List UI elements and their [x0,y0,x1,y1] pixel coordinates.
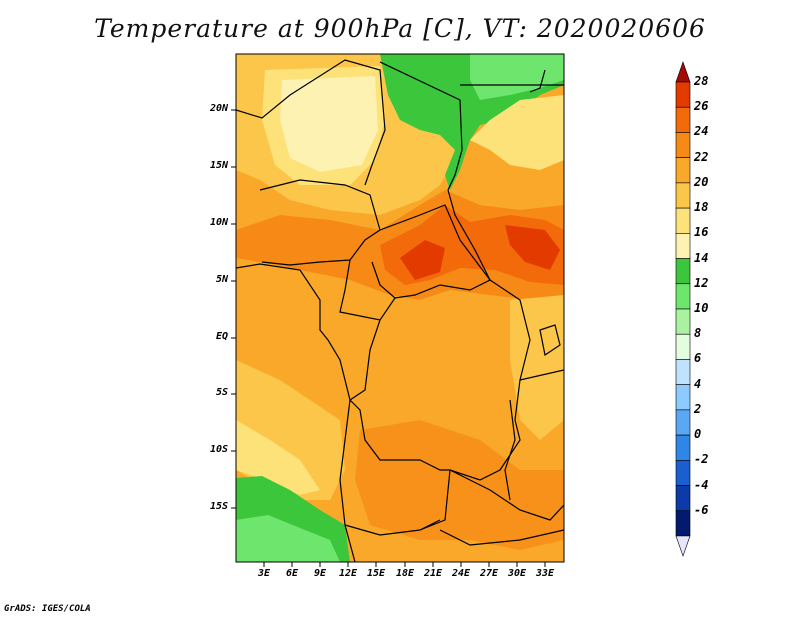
nile-region [529,69,546,93]
field-sahara-lighter [280,76,378,172]
border-car [371,204,491,299]
colorbar-swatch [675,106,691,133]
border-niger-chad [379,61,463,191]
border-tanzania [519,369,564,381]
colorbar-label: 0 [694,427,702,442]
lon-tick-label: 27E [479,568,499,579]
border-zambia [449,469,564,521]
colorbar-label: 16 [694,225,709,240]
border-south [439,529,564,546]
colorbar-swatch [675,359,691,385]
colorbar-swatch [675,485,691,512]
lat-tick-label: 20N [209,103,228,114]
border-cameroon [339,259,396,321]
colorbar-label: -4 [694,477,709,492]
colorbar-swatch [675,81,691,108]
lon-tick-label: 12E [338,568,358,579]
field-east-lighter [510,295,564,440]
colorbar-label: 8 [694,326,702,341]
lake-victoria [539,324,561,356]
colorbar-label: 12 [694,275,709,290]
colorbar-swatch [675,409,691,436]
lon-tick-label: 18E [395,568,415,579]
colorbar-swatch [675,434,691,461]
field-hottest-core-2 [400,240,445,280]
border-angola-south [344,519,441,536]
lon-tick-label: 21E [423,568,443,579]
colorbar-label: 6 [694,351,702,366]
map-title: Temperature at 900hPa [C], VT: 202002060… [94,14,706,43]
lon-tick-label: 33E [535,568,555,579]
colorbar-swatch [675,258,691,285]
colorbar-label: 28 [694,74,709,88]
lon-tick-label: 9E [313,568,327,579]
colorbar-label: 4 [694,376,702,391]
colorbar-label: 24 [694,124,709,139]
field-southern-orange [355,420,564,550]
colorbar-swatch [675,182,691,209]
border-chad-sudan [447,189,491,281]
lon-tick-label: 3E [257,568,271,579]
field-green-light-ne [470,54,564,100]
colorbar-label: 18 [694,200,709,215]
border-angola [349,399,451,531]
colorbar-swatch [675,233,691,259]
colorbar-swatch [675,510,691,537]
field-west-paler [236,420,320,495]
lat-tick-label: 10S [209,444,228,455]
colorbar-label: 2 [694,401,702,416]
colorbar-swatch [675,460,691,486]
border-drc-east [449,279,531,481]
colorbar-swatch [675,308,691,335]
colorbar-label: 26 [694,99,709,114]
lon-tick-label: 6E [285,568,299,579]
field-congo-light [410,310,520,430]
lake-tanganyika [504,399,516,501]
field-green-light-sw [236,515,340,562]
colorbar-swatch [675,207,691,234]
colorbar-swatch [675,283,691,310]
colorbar-label: 14 [694,250,709,265]
map-frame [235,53,565,563]
lat-tick-label: 5S [215,387,228,398]
colorbar-top-triangle [675,61,691,83]
colorbar-label: -6 [694,502,709,517]
colorbar-swatch [675,333,691,360]
colorbar-swatch [675,157,691,184]
colorbar-bottom-triangle [675,535,691,557]
border-congo-drc [349,319,381,401]
grads-credit: GrADS: IGES/COLA [4,604,91,614]
colorbar-swatch [675,384,691,411]
colorbar-label: 22 [694,149,709,164]
colorbar-label: -2 [694,452,709,467]
lon-tick-label: 30E [507,568,527,579]
lat-tick-label: 5N [215,274,228,285]
lat-tick-label: 10N [209,217,228,228]
border-algeria-niger [236,59,386,186]
border-nigeria [259,179,381,266]
lat-tick-label: EQ [215,331,228,342]
coastline-west [236,263,356,562]
colorbar-label: 20 [694,174,709,189]
field-pale-ne [470,95,564,170]
lon-tick-label: 15E [366,568,386,579]
lat-tick-label: 15S [209,501,228,512]
field-hottest-core [505,225,560,270]
lon-tick-label: 24E [451,568,471,579]
colorbar-label: 10 [694,301,709,315]
lat-tick-label: 15N [209,160,228,171]
colorbar-swatch [675,132,691,158]
